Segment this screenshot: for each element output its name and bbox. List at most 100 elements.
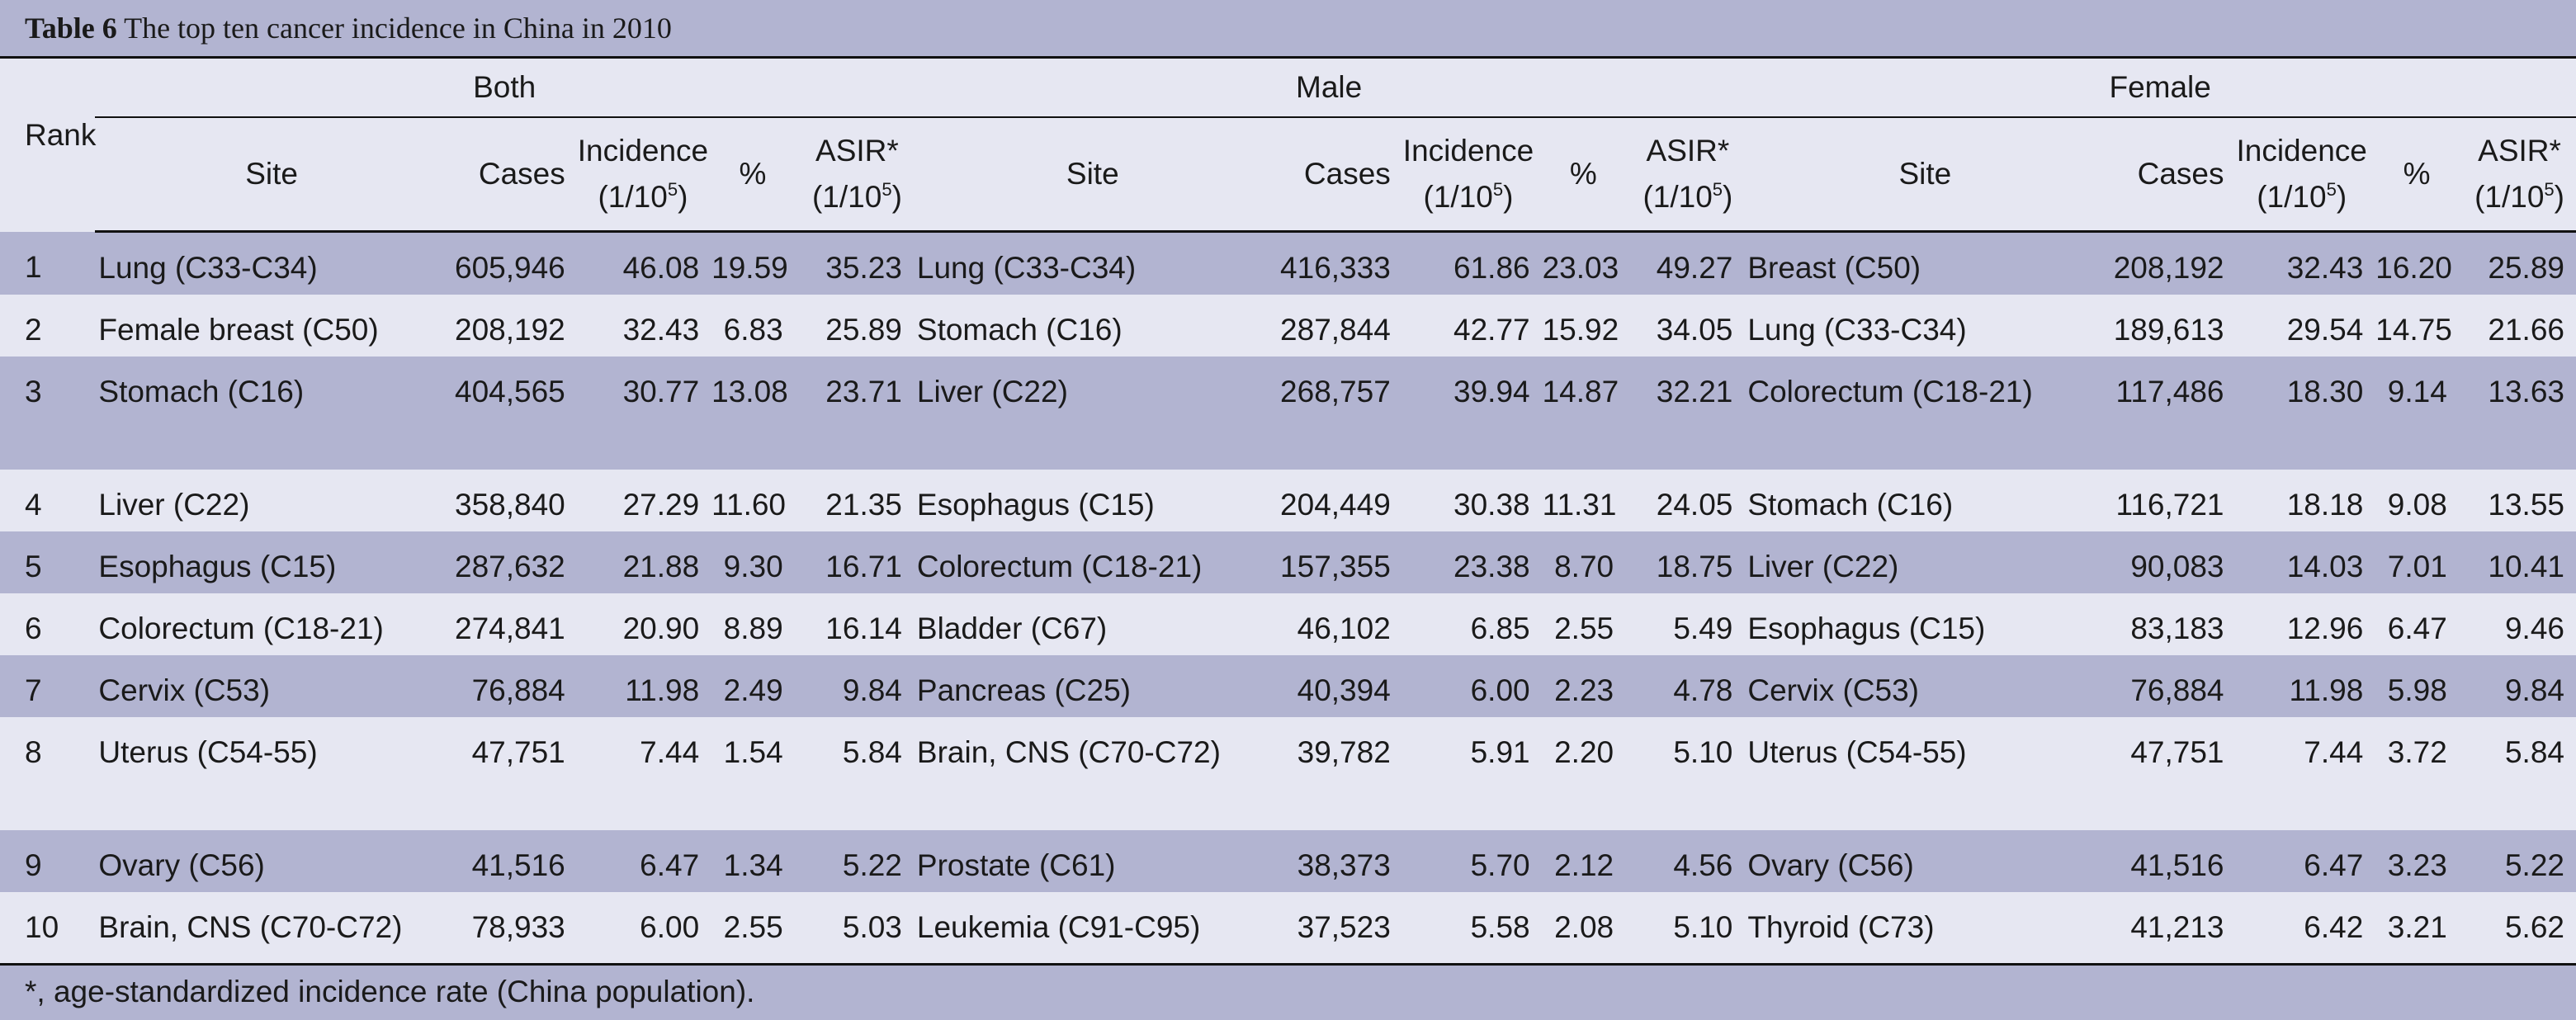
rank-cell: 9 (0, 830, 96, 892)
female-cases-cell: 90,083 (2106, 531, 2236, 593)
rank-cell: 1 (0, 231, 96, 295)
both-site-cell: Female breast (C50) (95, 295, 448, 357)
table-caption: Table 6 The top ten cancer incidence in … (0, 0, 2576, 56)
male-percent-cell: 8.70 (1541, 531, 1626, 593)
both-site-cell: Lung (C33-C34) (95, 231, 448, 295)
both-asir-cell: 35.23 (794, 231, 914, 295)
male-cases-cell: 39,782 (1271, 717, 1402, 830)
both-cases-cell: 404,565 (447, 357, 577, 470)
male-incidence-cell: 6.85 (1401, 593, 1542, 655)
female-asir-cell: 9.46 (2458, 593, 2576, 655)
male-incidence-cell: 5.91 (1401, 717, 1542, 830)
male-percent-header: % (1541, 117, 1626, 233)
male-asir-cell: 4.78 (1625, 655, 1745, 717)
caption-title: The top ten cancer incidence in China in… (124, 12, 672, 45)
female-site-header: Site (1744, 117, 2106, 233)
table-row: 5 Esophagus (C15) 287,632 21.88 9.30 16.71 Col… (0, 531, 2576, 593)
both-incidence-cell: 6.47 (576, 830, 711, 892)
male-cases-cell: 287,844 (1271, 295, 1402, 357)
both-cases-header: Cases (447, 117, 577, 233)
female-percent-cell: 9.08 (2375, 470, 2459, 531)
female-percent-cell: 6.47 (2375, 593, 2459, 655)
female-cases-cell: 117,486 (2106, 357, 2236, 470)
both-percent-cell: 6.83 (711, 295, 795, 357)
male-asir-unit: (1/105) (1642, 179, 1733, 214)
female-incidence-unit: (1/105) (2257, 179, 2347, 214)
rank-cell: 8 (0, 717, 96, 830)
both-asir-cell: 16.14 (794, 593, 914, 655)
female-cases-cell: 83,183 (2106, 593, 2236, 655)
female-percent-cell: 3.23 (2375, 830, 2459, 892)
both-incidence-cell: 21.88 (576, 531, 711, 593)
male-percent-cell: 14.87 (1541, 357, 1626, 470)
both-cases-cell: 47,751 (447, 717, 577, 830)
female-percent-cell: 14.75 (2375, 295, 2459, 357)
female-cases-cell: 47,751 (2106, 717, 2236, 830)
rank-cell: 3 (0, 357, 96, 470)
male-asir-header: ASIR* (1/105) (1625, 117, 1745, 233)
rank-cell: 5 (0, 531, 96, 593)
male-percent-cell: 2.55 (1541, 593, 1626, 655)
both-incidence-cell: 20.90 (576, 593, 711, 655)
male-asir-cell: 5.10 (1625, 717, 1745, 830)
rank-header: Rank (0, 57, 96, 232)
both-cases-cell: 274,841 (447, 593, 577, 655)
both-asir-header: ASIR* (1/105) (794, 117, 914, 233)
male-incidence-cell: 61.86 (1401, 231, 1542, 295)
female-percent-cell: 5.98 (2375, 655, 2459, 717)
both-site-cell: Ovary (C56) (95, 830, 448, 892)
female-asir-cell: 13.63 (2458, 357, 2576, 470)
footnote-text: *, age-standardized incidence rate (Chin… (25, 975, 755, 1008)
female-incidence-cell: 18.18 (2235, 470, 2375, 531)
female-incidence-cell: 6.47 (2235, 830, 2375, 892)
male-site-cell: Liver (C22) (913, 357, 1272, 470)
male-percent-cell: 2.12 (1541, 830, 1626, 892)
female-cases-header: Cases (2106, 117, 2236, 233)
group-header-female: Female (1744, 57, 2576, 118)
both-percent-cell: 9.30 (711, 531, 795, 593)
female-cases-cell: 41,516 (2106, 830, 2236, 892)
table-row: 4 Liver (C22) 358,840 27.29 11.60 21.35 Esopha… (0, 470, 2576, 531)
female-asir-cell: 5.84 (2458, 717, 2576, 830)
female-incidence-cell: 18.30 (2235, 357, 2375, 470)
male-incidence-cell: 23.38 (1401, 531, 1542, 593)
female-cases-cell: 189,613 (2106, 295, 2236, 357)
female-asir-cell: 25.89 (2458, 231, 2576, 295)
female-incidence-cell: 29.54 (2235, 295, 2375, 357)
both-site-cell: Stomach (C16) (95, 357, 448, 470)
male-asir-cell: 34.05 (1625, 295, 1745, 357)
caption-label: Table 6 (25, 12, 117, 45)
rank-cell: 4 (0, 470, 96, 531)
group-header-male: Male (913, 57, 1745, 118)
female-incidence-cell: 12.96 (2235, 593, 2375, 655)
both-incidence-cell: 7.44 (576, 717, 711, 830)
both-incidence-cell: 30.77 (576, 357, 711, 470)
male-site-cell: Esophagus (C15) (913, 470, 1272, 531)
both-site-cell: Colorectum (C18-21) (95, 593, 448, 655)
both-site-cell: Cervix (C53) (95, 655, 448, 717)
female-cases-cell: 208,192 (2106, 231, 2236, 295)
both-asir-cell: 21.35 (794, 470, 914, 531)
both-percent-cell: 2.49 (711, 655, 795, 717)
rank-cell: 2 (0, 295, 96, 357)
female-site-cell: Ovary (C56) (1744, 830, 2106, 892)
table-row: 1 Lung (C33-C34) 605,946 46.08 19.59 35.23 Lun… (0, 231, 2576, 295)
male-asir-cell: 5.49 (1625, 593, 1745, 655)
male-asir-cell: 32.21 (1625, 357, 1745, 470)
female-percent-cell: 9.14 (2375, 357, 2459, 470)
male-cases-cell: 204,449 (1271, 470, 1402, 531)
both-asir-cell: 5.84 (794, 717, 914, 830)
male-incidence-cell: 39.94 (1401, 357, 1542, 470)
female-incidence-cell: 32.43 (2235, 231, 2375, 295)
both-site-header: Site (95, 117, 448, 233)
both-asir-cell: 16.71 (794, 531, 914, 593)
female-incidence-header: Incidence (1/105) (2235, 117, 2375, 233)
both-percent-cell: 8.89 (711, 593, 795, 655)
female-asir-unit: (1/105) (2474, 179, 2564, 214)
table-row: 9 Ovary (C56) 41,516 6.47 1.34 5.22 Prostate (… (0, 830, 2576, 892)
female-site-cell: Uterus (C54-55) (1744, 717, 2106, 830)
male-site-cell: Pancreas (C25) (913, 655, 1272, 717)
female-site-cell: Esophagus (C15) (1744, 593, 2106, 655)
female-asir-cell: 5.22 (2458, 830, 2576, 892)
both-incidence-cell: 46.08 (576, 231, 711, 295)
